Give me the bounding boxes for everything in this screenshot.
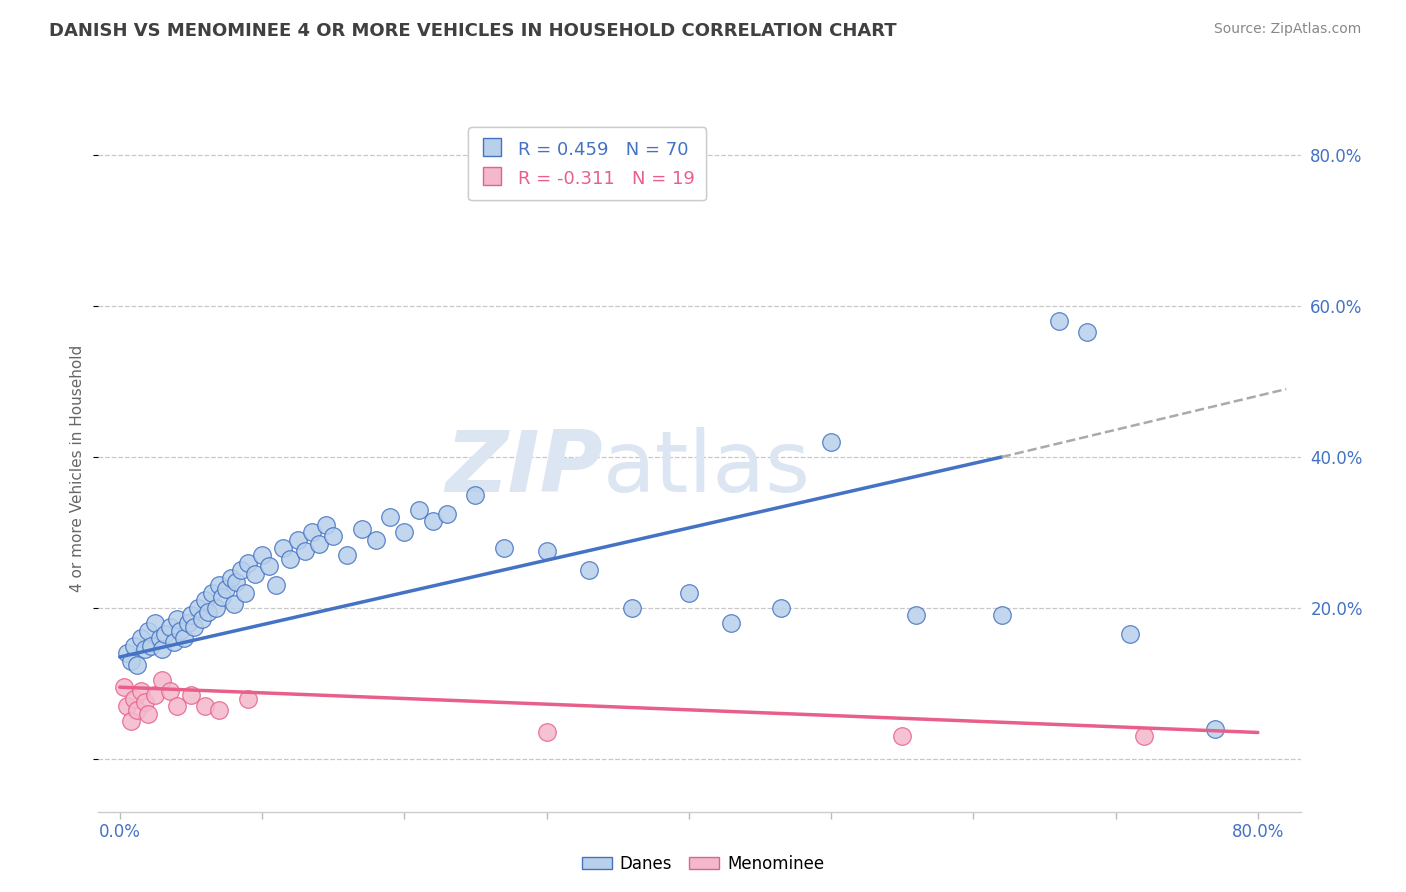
Point bbox=[122, 639, 145, 653]
Text: Source: ZipAtlas.com: Source: ZipAtlas.com bbox=[1213, 22, 1361, 37]
Point bbox=[720, 615, 742, 630]
Point bbox=[536, 725, 558, 739]
Point bbox=[120, 714, 142, 728]
Point bbox=[191, 612, 214, 626]
Point bbox=[464, 488, 486, 502]
Point bbox=[125, 657, 148, 672]
Point bbox=[233, 586, 256, 600]
Point bbox=[891, 729, 914, 743]
Point bbox=[322, 529, 344, 543]
Point bbox=[208, 703, 231, 717]
Point bbox=[1047, 314, 1070, 328]
Point bbox=[1076, 326, 1098, 340]
Point bbox=[201, 586, 224, 600]
Legend: R = 0.459   N = 70, R = -0.311   N = 19: R = 0.459 N = 70, R = -0.311 N = 19 bbox=[468, 127, 706, 201]
Point bbox=[236, 556, 259, 570]
Point bbox=[115, 699, 138, 714]
Point bbox=[536, 544, 558, 558]
Point bbox=[264, 578, 287, 592]
Point bbox=[408, 503, 430, 517]
Point bbox=[236, 691, 259, 706]
Point bbox=[143, 688, 166, 702]
Point bbox=[215, 582, 238, 596]
Point bbox=[1119, 627, 1142, 641]
Text: 0.0%: 0.0% bbox=[98, 823, 141, 841]
Point bbox=[136, 706, 159, 721]
Point bbox=[163, 635, 186, 649]
Point bbox=[139, 639, 162, 653]
Point bbox=[129, 631, 152, 645]
Point bbox=[280, 552, 302, 566]
Point bbox=[122, 691, 145, 706]
Point bbox=[243, 566, 266, 581]
Point bbox=[208, 578, 231, 592]
Point bbox=[120, 654, 142, 668]
Point bbox=[301, 525, 323, 540]
Point bbox=[678, 586, 700, 600]
Point bbox=[149, 631, 172, 645]
Point bbox=[194, 699, 217, 714]
Point bbox=[394, 525, 416, 540]
Point bbox=[364, 533, 387, 547]
Point bbox=[177, 615, 200, 630]
Point bbox=[112, 680, 135, 694]
Point bbox=[222, 597, 245, 611]
Point bbox=[315, 517, 337, 532]
Text: atlas: atlas bbox=[603, 426, 811, 510]
Text: 80.0%: 80.0% bbox=[1232, 823, 1284, 841]
Point bbox=[336, 548, 359, 562]
Text: ZIP: ZIP bbox=[446, 426, 603, 510]
Point bbox=[287, 533, 309, 547]
Point bbox=[183, 620, 205, 634]
Point bbox=[129, 684, 152, 698]
Point bbox=[143, 615, 166, 630]
Point bbox=[378, 510, 401, 524]
Point bbox=[125, 703, 148, 717]
Point bbox=[225, 574, 247, 589]
Y-axis label: 4 or more Vehicles in Household: 4 or more Vehicles in Household bbox=[70, 344, 86, 592]
Point bbox=[136, 624, 159, 638]
Point bbox=[169, 624, 191, 638]
Point bbox=[173, 631, 195, 645]
Point bbox=[180, 608, 202, 623]
Point bbox=[152, 642, 174, 657]
Point bbox=[219, 571, 242, 585]
Point bbox=[436, 507, 458, 521]
Point bbox=[159, 684, 181, 698]
Point bbox=[197, 605, 219, 619]
Point bbox=[820, 434, 842, 449]
Legend: Danes, Menominee: Danes, Menominee bbox=[575, 848, 831, 880]
Point bbox=[991, 608, 1014, 623]
Point bbox=[134, 695, 156, 709]
Point bbox=[152, 673, 174, 687]
Point bbox=[422, 514, 444, 528]
Point bbox=[211, 590, 233, 604]
Text: DANISH VS MENOMINEE 4 OR MORE VEHICLES IN HOUSEHOLD CORRELATION CHART: DANISH VS MENOMINEE 4 OR MORE VEHICLES I… bbox=[49, 22, 897, 40]
Point bbox=[620, 601, 643, 615]
Point bbox=[115, 646, 138, 660]
Point bbox=[770, 601, 793, 615]
Point bbox=[180, 688, 202, 702]
Point bbox=[308, 537, 330, 551]
Point bbox=[155, 627, 177, 641]
Point bbox=[1133, 729, 1156, 743]
Point bbox=[905, 608, 928, 623]
Point bbox=[294, 544, 316, 558]
Point bbox=[250, 548, 273, 562]
Point bbox=[578, 563, 600, 577]
Point bbox=[229, 563, 252, 577]
Point bbox=[273, 541, 295, 555]
Point bbox=[492, 541, 515, 555]
Point bbox=[350, 522, 373, 536]
Point bbox=[205, 601, 228, 615]
Point bbox=[166, 699, 188, 714]
Point bbox=[257, 559, 280, 574]
Point bbox=[1204, 722, 1226, 736]
Point bbox=[159, 620, 181, 634]
Point bbox=[187, 601, 209, 615]
Point bbox=[166, 612, 188, 626]
Point bbox=[134, 642, 156, 657]
Point bbox=[194, 593, 217, 607]
